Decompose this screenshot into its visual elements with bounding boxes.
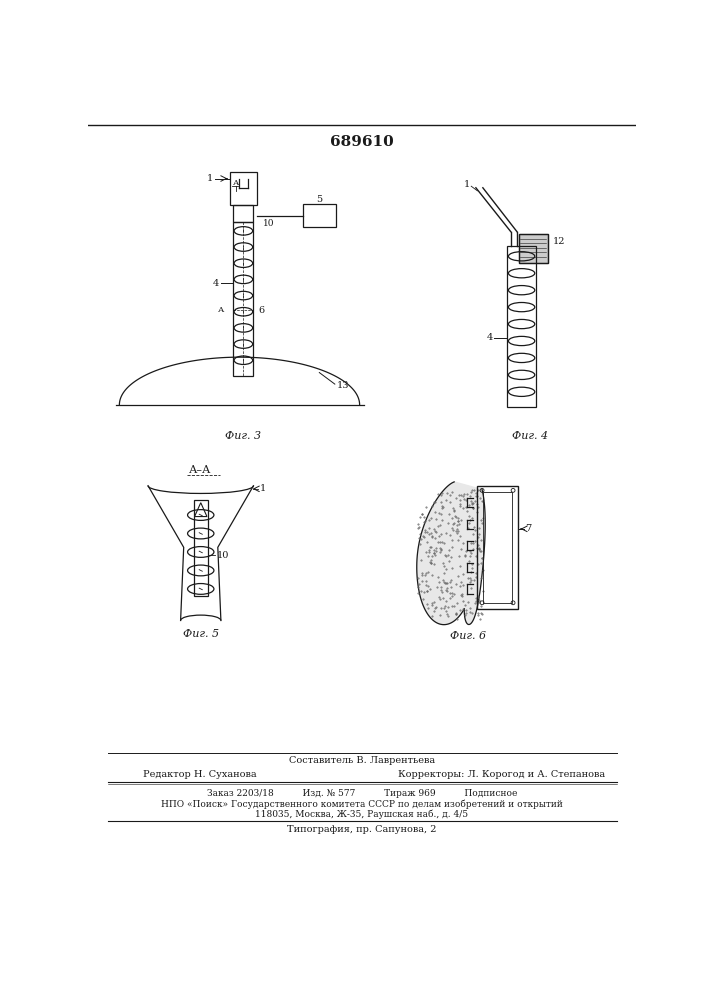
Text: НПО «Поиск» Государственного комитета СССР по делам изобретений и открытий: НПО «Поиск» Государственного комитета СС… — [161, 799, 563, 809]
Text: 6: 6 — [258, 306, 264, 315]
Text: Составитель В. Лаврентьева: Составитель В. Лаврентьева — [289, 756, 435, 765]
Text: 7: 7 — [525, 524, 532, 533]
Text: Корректоры: Л. Корогод и А. Степанова: Корректоры: Л. Корогод и А. Степанова — [398, 770, 605, 779]
Text: 10: 10 — [263, 219, 274, 228]
Text: 1: 1 — [259, 484, 266, 493]
Text: 1: 1 — [207, 174, 213, 183]
Text: Фиг. 4: Фиг. 4 — [512, 431, 548, 441]
Bar — [507, 246, 537, 407]
Text: 1: 1 — [463, 180, 469, 189]
Text: Типография, пр. Сапунова, 2: Типография, пр. Сапунова, 2 — [287, 825, 437, 834]
Text: 5: 5 — [316, 195, 322, 204]
Text: 4: 4 — [486, 333, 493, 342]
Text: 118035, Москва, Ж-35, Раушская наб., д. 4/5: 118035, Москва, Ж-35, Раушская наб., д. … — [255, 809, 469, 819]
Text: 4: 4 — [213, 279, 219, 288]
Text: Фиг. 5: Фиг. 5 — [182, 629, 218, 639]
Bar — [230, 172, 257, 205]
Text: 10: 10 — [217, 551, 229, 560]
Text: 12: 12 — [553, 237, 565, 246]
Bar — [303, 204, 336, 227]
Text: Фиг. 6: Фиг. 6 — [450, 631, 486, 641]
Text: Заказ 2203/18          Изд. № 577          Тираж 969          Подписное: Заказ 2203/18 Изд. № 577 Тираж 969 Подпи… — [206, 789, 517, 798]
Bar — [194, 500, 208, 596]
Text: А: А — [233, 179, 239, 187]
Text: А–А: А–А — [189, 465, 211, 475]
Bar — [483, 492, 513, 603]
Text: 689610: 689610 — [330, 135, 394, 149]
Bar — [233, 222, 253, 376]
Text: Фиг. 3: Фиг. 3 — [226, 431, 262, 441]
Bar — [477, 486, 518, 609]
Text: А: А — [218, 306, 224, 314]
Bar — [233, 205, 253, 222]
Bar — [518, 234, 548, 263]
Polygon shape — [416, 482, 485, 625]
Text: 13: 13 — [337, 381, 349, 390]
Text: Редактор Н. Суханова: Редактор Н. Суханова — [143, 770, 256, 779]
Bar — [518, 234, 548, 263]
